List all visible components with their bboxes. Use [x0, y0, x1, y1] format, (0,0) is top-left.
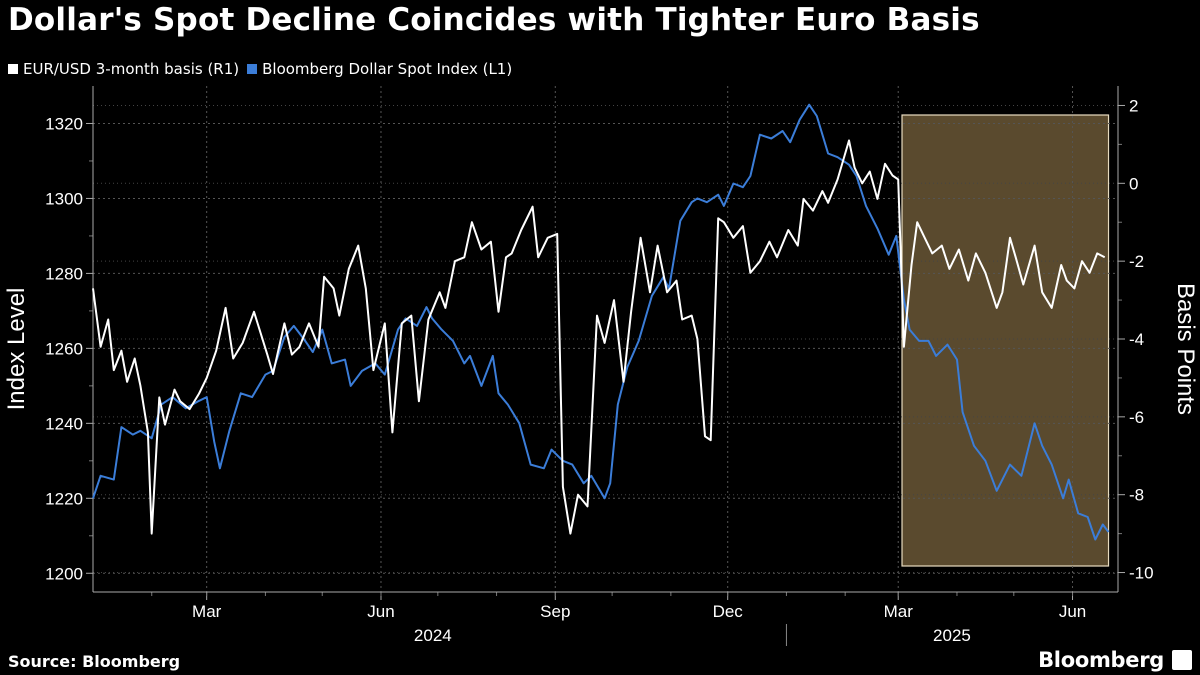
left-axis-tick-label: 1320 [45, 114, 83, 133]
left-axis-title: Index Level [3, 288, 30, 411]
left-axis-tick-label: 1200 [45, 564, 83, 583]
series-line-dollar-index [92, 103, 1110, 541]
legend-item-dollar-index: Bloomberg Dollar Spot Index (L1) [247, 60, 512, 78]
brand-wordmark: Bloomberg [1038, 648, 1164, 672]
x-axis-year-label: 2024 [414, 626, 452, 645]
left-axis-tick-label: 1220 [45, 489, 83, 508]
x-axis-tick-label: Dec [713, 602, 744, 621]
x-axis-tick-label: Sep [540, 602, 570, 621]
x-axis-tick-label: Jun [1059, 602, 1086, 621]
source-note: Source: Bloomberg [8, 652, 181, 671]
left-axis-tick-label: 1300 [45, 189, 83, 208]
x-axis-tick-label: Mar [192, 602, 222, 621]
chart-title: Dollar's Spot Decline Coincides with Tig… [8, 2, 980, 38]
right-axis-tick-label: -8 [1129, 486, 1144, 505]
right-axis-tick-label: -10 [1129, 564, 1154, 583]
highlight-region [901, 114, 1110, 567]
right-axis-tick-label: -4 [1129, 330, 1144, 349]
left-axis-tick-label: 1280 [45, 264, 83, 283]
right-axis-tick-label: -6 [1129, 408, 1144, 427]
series-line-euro-basis [92, 139, 1106, 535]
bloomberg-logo-icon [1172, 650, 1192, 670]
legend-label-basis: EUR/USD 3-month basis (R1) [23, 60, 240, 78]
x-axis-year-label: 2025 [933, 626, 971, 645]
left-axis-tick-label: 1260 [45, 339, 83, 358]
right-axis-tick-label: -2 [1129, 252, 1144, 271]
right-axis-title: Basis Points [1172, 283, 1199, 415]
right-axis-tick-label: 2 [1129, 96, 1138, 115]
legend-swatch-dollar-index [247, 64, 258, 74]
legend: EUR/USD 3-month basis (R1) Bloomberg Dol… [8, 60, 512, 78]
x-axis-tick-label: Mar [884, 602, 914, 621]
legend-item-basis: EUR/USD 3-month basis (R1) [8, 60, 239, 78]
legend-swatch-basis [8, 64, 18, 74]
right-axis-tick-label: 0 [1129, 174, 1138, 193]
x-axis-tick-label: Jun [367, 602, 394, 621]
legend-label-dollar-index: Bloomberg Dollar Spot Index (L1) [262, 60, 513, 78]
left-axis-tick-label: 1240 [45, 414, 83, 433]
